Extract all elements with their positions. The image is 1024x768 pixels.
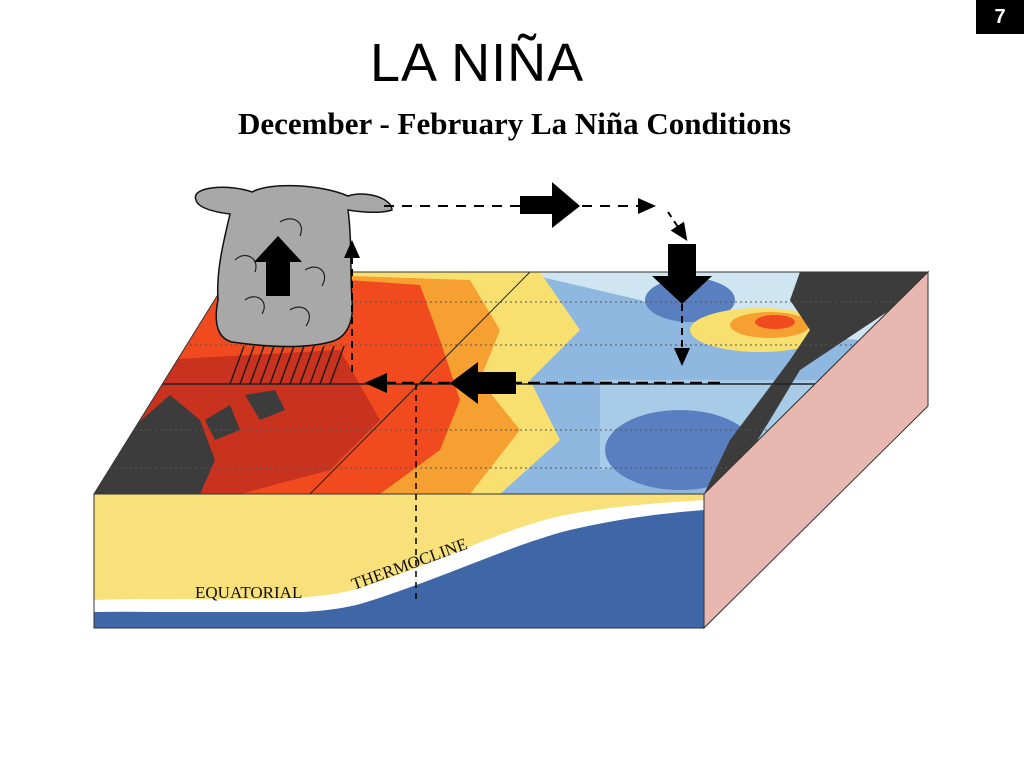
circulation-arrow-icon [254,182,720,404]
ocean-surface [94,272,928,494]
rain-hatching [229,345,345,385]
slide-number-badge: 7 [976,0,1024,34]
cross-section [93,384,705,629]
slide-title: LA NIÑA [370,33,585,93]
equatorial-label: EQUATORIAL [195,583,302,602]
figure-title: December - February La Niña Conditions [238,106,792,141]
